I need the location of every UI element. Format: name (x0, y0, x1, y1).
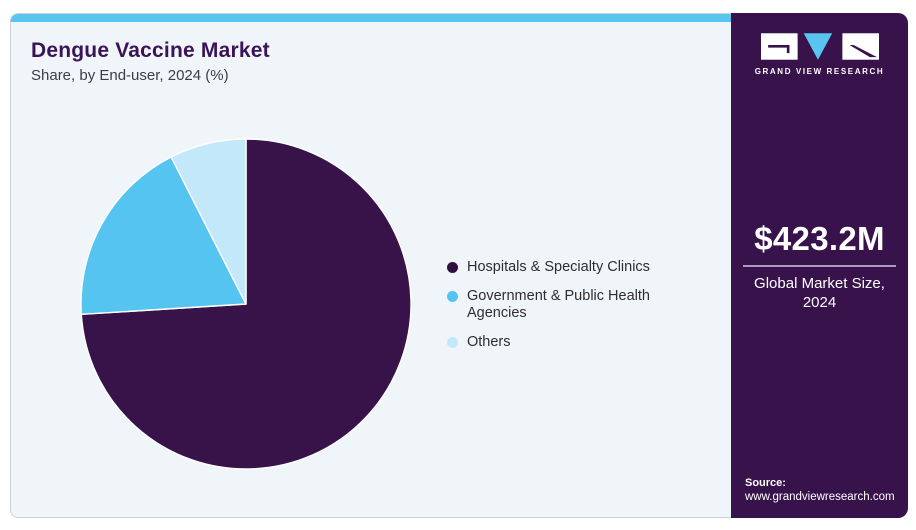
sidebar: GRAND VIEW RESEARCH $423.2M Global Marke… (731, 13, 908, 518)
legend-label: Hospitals & Specialty Clinics (467, 259, 650, 275)
source-block: Source: www.grandviewresearch.com (745, 477, 895, 503)
market-size-block: $423.2M Global Market Size, 2024 (731, 220, 908, 313)
brand-logo: GRAND VIEW RESEARCH (731, 33, 908, 76)
brand-name: GRAND VIEW RESEARCH (754, 67, 885, 76)
page-subtitle: Share, by End-user, 2024 (%) (31, 67, 229, 84)
legend-item: Hospitals & Specialty Clinics (447, 259, 679, 276)
market-size-label: Global Market Size, 2024 (754, 275, 885, 311)
legend: Hospitals & Specialty Clinics Government… (447, 259, 679, 351)
pie-chart (80, 138, 412, 470)
chart-panel: Dengue Vaccine Market Share, by End-user… (10, 13, 731, 518)
pie-slice-2 (170, 138, 247, 305)
pie-chart-container (78, 136, 414, 472)
divider (743, 265, 896, 267)
page-title: Dengue Vaccine Market (31, 39, 270, 62)
legend-item: Government & Public Health Agencies (447, 288, 679, 322)
legend-item: Others (447, 334, 679, 351)
legend-dot-icon (447, 291, 458, 303)
source-url: www.grandviewresearch.com (745, 491, 895, 503)
gvr-logo-icon (760, 33, 879, 60)
pie-slice-1 (80, 156, 247, 316)
header: Dengue Vaccine Market Share, by End-user… (31, 39, 270, 84)
accent-strip (11, 14, 731, 22)
market-size-value: $423.2M (754, 220, 885, 257)
legend-dot-icon (447, 262, 458, 273)
legend-label: Government & Public Health Agencies (467, 288, 650, 322)
legend-label: Others (467, 334, 511, 351)
source-label: Source: (745, 477, 786, 489)
legend-dot-icon (447, 337, 458, 349)
